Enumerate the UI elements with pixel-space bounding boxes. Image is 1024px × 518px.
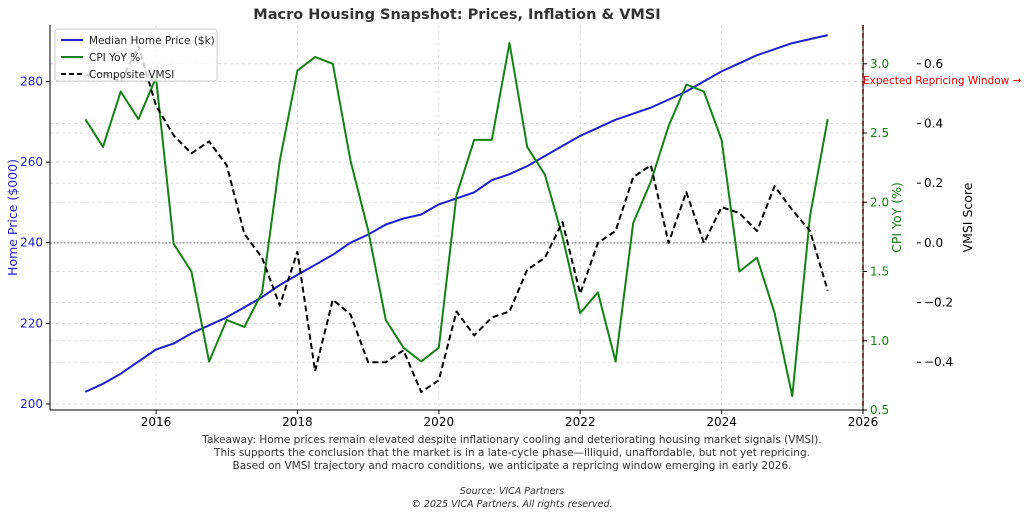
y-left-tick-label: 260 — [20, 155, 43, 169]
x-tick-label: 2016 — [141, 415, 172, 429]
legend-label: Median Home Price ($k) — [89, 35, 215, 47]
series-line-vmsi — [85, 44, 829, 394]
y-right2-tick-label: 0.6 — [924, 57, 943, 71]
y-left-tick-label: 200 — [20, 397, 43, 411]
y-right2-tick-label: 0.0 — [924, 236, 943, 250]
axes: 2016 2018 2020 2022 2024 2026 200 220 240 260 280 H… — [5, 25, 975, 429]
x-tick-label: 2020 — [424, 415, 455, 429]
y-left-tick-label: 280 — [20, 74, 43, 88]
y-right1-tick-label: 3.0 — [870, 57, 889, 71]
x-tick-label: 2026 — [848, 415, 879, 429]
x-tick-label: 2022 — [565, 415, 596, 429]
caption-line: This supports the conclusion that the ma… — [214, 447, 810, 459]
y-right1-tick-label: 1.5 — [870, 265, 889, 279]
y-right2-tick-label: −0.2 — [924, 296, 953, 310]
y-right1-tick-label: 2.5 — [870, 126, 889, 140]
legend-label: Composite VMSI — [89, 69, 174, 81]
series-lines — [84, 34, 829, 398]
y-right2-tick-label: 0.2 — [924, 176, 943, 190]
y-right2-tick-label: 0.4 — [924, 116, 943, 130]
y-left-axis-label: Home Price ($000) — [5, 159, 20, 276]
caption-line: Takeaway: Home prices remain elevated de… — [202, 434, 822, 446]
repricing-window-label: Expected Repricing Window → — [863, 75, 1022, 87]
caption: Takeaway: Home prices remain elevated de… — [0, 434, 1024, 473]
y-right1-axis-label: CPI YoY (%) — [889, 182, 904, 253]
legend-box — [54, 28, 218, 82]
copyright-note: © 2025 VICA Partners. All rights reserve… — [411, 499, 613, 510]
series-line-cpi — [84, 42, 829, 398]
source-note: Source: VICA Partners — [459, 486, 565, 497]
x-tick-label: 2018 — [282, 415, 313, 429]
y-right1-tick-label: 0.5 — [870, 403, 889, 417]
y-right1-tick-label: 1.0 — [870, 334, 889, 348]
legend-label: CPI YoY % — [89, 52, 140, 64]
y-right1-tick-label: 2.0 — [870, 195, 889, 209]
y-right2-tick-label: −0.4 — [924, 355, 953, 369]
chart-title: Macro Housing Snapshot: Prices, Inflatio… — [253, 7, 660, 23]
caption-line: Based on VMSI trajectory and macro condi… — [232, 460, 792, 472]
x-tick-label: 2024 — [706, 415, 737, 429]
chart-figure: Macro Housing Snapshot: Prices, Inflatio… — [5, 7, 1022, 429]
legend: Median Home Price ($k) CPI YoY % Composite… — [54, 28, 218, 82]
y-left-tick-label: 240 — [20, 236, 43, 250]
y-left-tick-label: 220 — [20, 316, 43, 330]
y-right2-axis-label: VMSI Score — [960, 182, 975, 252]
